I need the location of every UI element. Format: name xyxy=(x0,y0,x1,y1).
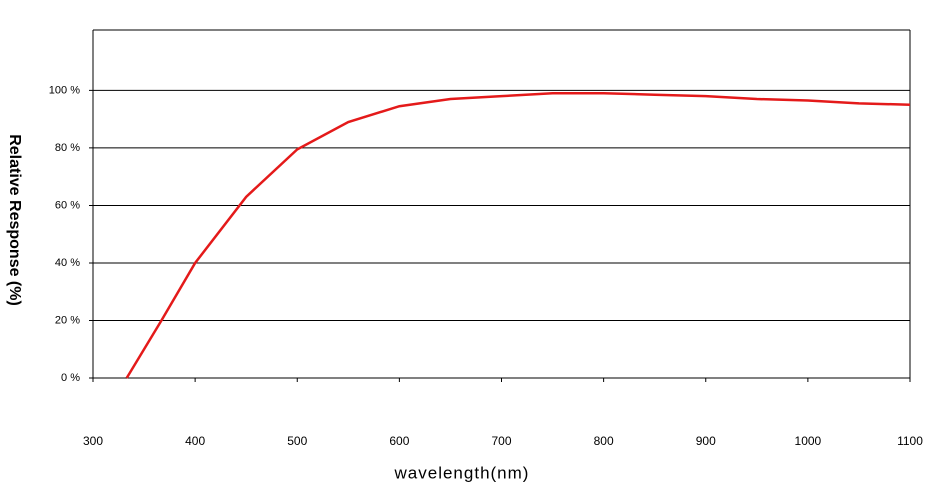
data-line xyxy=(125,92,911,379)
y-tick-label: 80 % xyxy=(55,142,80,154)
y-tick-label: 100 % xyxy=(49,84,80,96)
x-tick-label: 700 xyxy=(491,434,511,448)
x-tick-label: 300 xyxy=(83,434,103,448)
x-tick-label: 600 xyxy=(389,434,409,448)
x-tick-label: 400 xyxy=(185,434,205,448)
x-tick-label: 900 xyxy=(696,434,716,448)
y-tick-label: 20 % xyxy=(55,314,80,326)
x-tick-label: 500 xyxy=(287,434,307,448)
x-axis-title: wavelength(nm) xyxy=(394,463,530,482)
y-tick-label: 40 % xyxy=(55,257,80,269)
x-tick-label: 1000 xyxy=(795,434,822,448)
y-axis-title: Relative Response (%) xyxy=(6,134,23,306)
y-tick-label: 60 % xyxy=(55,199,80,211)
x-tick-label: 800 xyxy=(594,434,614,448)
y-tick-label: 0 % xyxy=(61,372,80,384)
x-tick-label: 1100 xyxy=(897,434,923,448)
